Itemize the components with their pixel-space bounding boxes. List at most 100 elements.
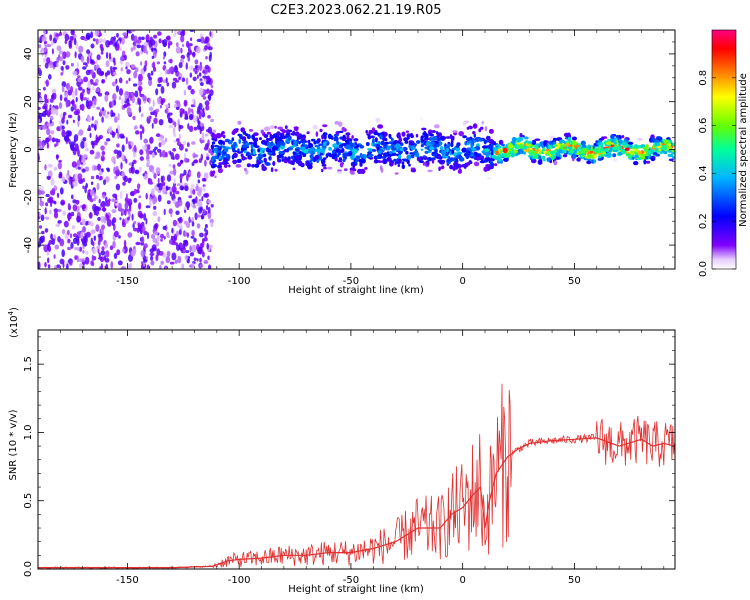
- heatmap-cell: [237, 151, 242, 154]
- heatmap-cell: [573, 149, 578, 154]
- heatmap-cell: [68, 138, 71, 145]
- heatmap-cell: [256, 159, 259, 165]
- heatmap-cell: [181, 186, 184, 191]
- heatmap-cell: [134, 90, 139, 98]
- heatmap-cell: [192, 188, 196, 195]
- heatmap-cell: [441, 149, 446, 156]
- heatmap-cell: [151, 244, 157, 251]
- heatmap-cell: [113, 252, 118, 259]
- heatmap-cell: [196, 74, 199, 79]
- heatmap-cell: [78, 246, 83, 252]
- heatmap-cell: [198, 111, 202, 120]
- heatmap-cell: [270, 167, 274, 173]
- y-tick-label: 1.5: [23, 356, 34, 372]
- heatmap-cell: [104, 242, 108, 249]
- heatmap-cell: [55, 108, 59, 116]
- heatmap-cell: [549, 150, 556, 155]
- heatmap-cell: [259, 137, 262, 141]
- heatmap-cell: [164, 137, 168, 143]
- heatmap-cell: [567, 136, 572, 142]
- heatmap-cell: [132, 45, 136, 51]
- heatmap-cell: [179, 143, 184, 151]
- heatmap-cell: [89, 220, 94, 225]
- heatmap-cell: [80, 55, 85, 63]
- heatmap-cell: [251, 134, 256, 140]
- heatmap-cell: [50, 107, 57, 115]
- heatmap-cell: [56, 126, 61, 132]
- heatmap-cell: [40, 47, 45, 55]
- heatmap-cell: [187, 123, 190, 130]
- heatmap-cell: [168, 125, 174, 129]
- heatmap-cell: [121, 248, 125, 253]
- heatmap-cell: [67, 246, 72, 251]
- heatmap-cell: [343, 168, 348, 172]
- heatmap-cell: [151, 55, 155, 60]
- heatmap-cell: [655, 153, 660, 157]
- heatmap-cell: [472, 131, 476, 135]
- heatmap-cell: [152, 200, 156, 205]
- heatmap-cell: [374, 137, 378, 143]
- heatmap-cell: [351, 135, 354, 139]
- heatmap-cell: [217, 164, 223, 169]
- heatmap-cell: [82, 177, 85, 183]
- heatmap-cell: [73, 38, 77, 46]
- heatmap-cell: [190, 187, 193, 196]
- heatmap-cell: [50, 39, 54, 46]
- heatmap-cell: [138, 166, 142, 172]
- heatmap-cell: [328, 146, 332, 151]
- heatmap-cell: [481, 155, 485, 160]
- heatmap-cell: [497, 157, 502, 162]
- heatmap-cell: [580, 140, 586, 146]
- heatmap-cell: [272, 133, 278, 139]
- heatmap-cell: [213, 144, 220, 148]
- heatmap-cell: [196, 124, 201, 130]
- heatmap-cell: [141, 225, 146, 233]
- heatmap-cell: [41, 230, 45, 235]
- heatmap-cell: [184, 116, 189, 120]
- heatmap-cell: [143, 213, 147, 221]
- heatmap-cell: [592, 148, 598, 153]
- heatmap-cell: [45, 193, 50, 198]
- heatmap-cell: [296, 138, 299, 145]
- heatmap-cell: [461, 164, 465, 168]
- heatmap-cell: [121, 135, 125, 139]
- heatmap-cell: [410, 146, 416, 151]
- heatmap-cell: [237, 148, 240, 153]
- heatmap-cell: [162, 225, 167, 230]
- heatmap-cell: [406, 154, 412, 161]
- heatmap-cell: [112, 93, 117, 101]
- heatmap-cell: [181, 173, 185, 177]
- heatmap-cell: [176, 183, 181, 187]
- heatmap-cell: [328, 152, 332, 158]
- heatmap-cell: [240, 127, 246, 133]
- heatmap-cell: [116, 249, 121, 256]
- heatmap-cell: [183, 99, 188, 107]
- heatmap-cell: [429, 146, 434, 151]
- heatmap-cell: [199, 139, 205, 143]
- heatmap-cell: [548, 144, 551, 150]
- heatmap-cell: [587, 158, 592, 162]
- heatmap-cell: [139, 213, 144, 219]
- heatmap-cell: [209, 31, 212, 37]
- heatmap-cell: [210, 156, 215, 162]
- heatmap-cell: [631, 156, 635, 160]
- heatmap-cell: [183, 206, 187, 211]
- heatmap-cell: [106, 138, 111, 142]
- heatmap-cell: [285, 133, 289, 139]
- heatmap-cell: [301, 149, 308, 153]
- heatmap-cell: [115, 78, 118, 85]
- heatmap-cell: [105, 200, 111, 207]
- heatmap-cell: [352, 162, 356, 168]
- heatmap-cell: [495, 150, 499, 156]
- heatmap-cell: [50, 178, 55, 186]
- heatmap-cell: [114, 116, 118, 123]
- heatmap-cell: [485, 154, 490, 158]
- heatmap-cell: [495, 144, 501, 147]
- heatmap-cell: [480, 126, 484, 130]
- heatmap-cell: [472, 140, 477, 143]
- heatmap-cell: [252, 150, 257, 155]
- heatmap-cell: [193, 126, 198, 131]
- heatmap-cell: [479, 160, 486, 164]
- heatmap-cell: [153, 34, 158, 39]
- heatmap-cell: [79, 263, 83, 269]
